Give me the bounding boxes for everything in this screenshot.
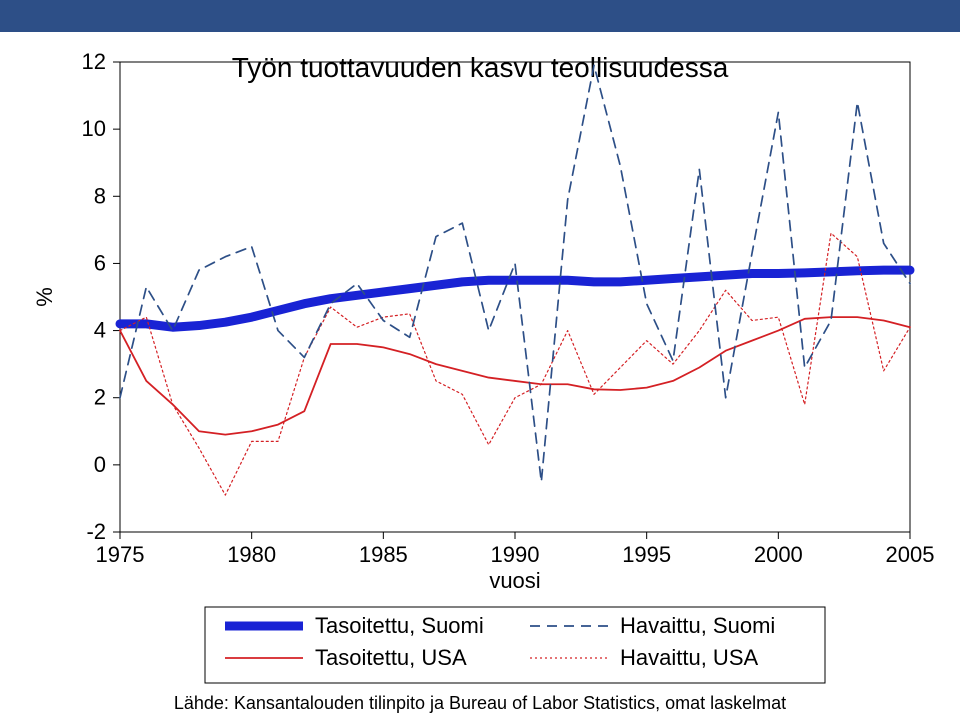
legend-label-havaittu_suomi: Havaittu, Suomi <box>620 613 775 638</box>
x-axis-label: vuosi <box>489 568 540 593</box>
chart-container: Työn tuottavuuden kasvu teollisuudessa 1… <box>0 32 960 720</box>
svg-text:1980: 1980 <box>227 542 276 567</box>
y-axis-label: % <box>32 287 57 307</box>
svg-text:6: 6 <box>94 250 106 275</box>
svg-text:10: 10 <box>82 116 106 141</box>
legend-label-tasoitettu_usa: Tasoitettu, USA <box>315 645 467 670</box>
chart-title: Työn tuottavuuden kasvu teollisuudessa <box>232 52 729 83</box>
svg-text:1985: 1985 <box>359 542 408 567</box>
chart-source: Lähde: Kansantalouden tilinpito ja Burea… <box>174 693 786 713</box>
chart-series <box>120 65 910 495</box>
svg-text:0: 0 <box>94 452 106 477</box>
svg-text:8: 8 <box>94 183 106 208</box>
slide-top-bar <box>0 0 960 32</box>
svg-text:1975: 1975 <box>96 542 145 567</box>
svg-text:-2: -2 <box>86 519 106 544</box>
x-axis-ticks: 1975 1980 1985 1990 1995 2000 2005 <box>96 532 935 567</box>
series-tasoitettu_usa <box>120 317 910 435</box>
series-tasoitettu_suomi <box>120 270 910 327</box>
svg-text:12: 12 <box>82 49 106 74</box>
productivity-chart: Työn tuottavuuden kasvu teollisuudessa 1… <box>0 32 960 720</box>
svg-text:1990: 1990 <box>491 542 540 567</box>
plot-area <box>120 62 910 532</box>
svg-text:4: 4 <box>94 318 106 343</box>
svg-text:2: 2 <box>94 385 106 410</box>
svg-text:1995: 1995 <box>622 542 671 567</box>
chart-legend: Tasoitettu, Suomi Havaittu, Suomi Tasoitet… <box>205 607 825 683</box>
legend-label-tasoitettu_suomi: Tasoitettu, Suomi <box>315 613 484 638</box>
svg-text:2005: 2005 <box>886 542 935 567</box>
y-axis-ticks: -2 0 2 4 6 8 10 12 <box>82 49 120 544</box>
svg-text:2000: 2000 <box>754 542 803 567</box>
legend-label-havaittu_usa: Havaittu, USA <box>620 645 758 670</box>
